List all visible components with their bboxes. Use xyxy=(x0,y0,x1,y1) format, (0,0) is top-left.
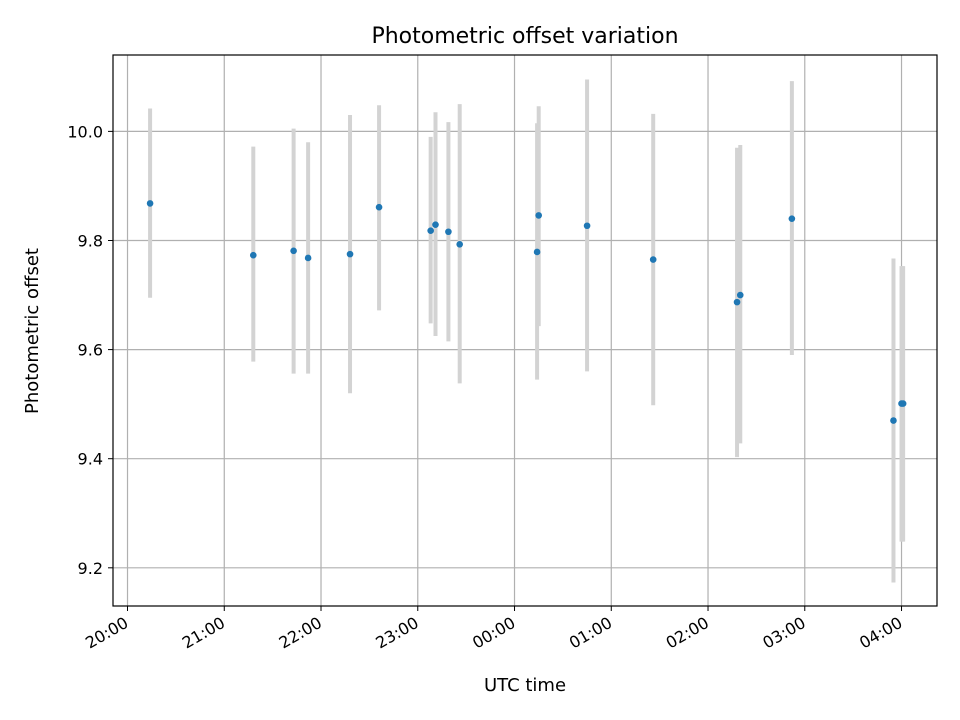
data-point xyxy=(346,250,354,258)
data-point xyxy=(535,212,543,219)
y-tick-label: 9.8 xyxy=(78,231,103,250)
data-point xyxy=(890,417,897,424)
x-axis-label: UTC time xyxy=(484,675,566,696)
plot-frame xyxy=(112,54,938,607)
data-point xyxy=(432,221,439,228)
grid-layer xyxy=(113,55,937,606)
data-point xyxy=(899,400,907,407)
data-point xyxy=(736,291,744,299)
data-point xyxy=(304,254,312,262)
data-point xyxy=(146,200,154,207)
data-point xyxy=(427,227,434,234)
y-tick-label: 9.4 xyxy=(78,450,103,469)
y-tick-label: 9.6 xyxy=(78,341,103,360)
data-point xyxy=(583,222,591,230)
data-point xyxy=(533,248,541,256)
data-point xyxy=(649,256,657,263)
data-point xyxy=(290,247,297,255)
y-tick-label: 9.2 xyxy=(78,559,103,578)
data-point xyxy=(445,228,452,236)
chart-title: Photometric offset variation xyxy=(371,24,678,49)
data-point xyxy=(249,251,257,259)
point-layer xyxy=(146,200,907,424)
data-point xyxy=(375,203,383,211)
y-axis-label: Photometric offset xyxy=(22,248,43,414)
data-point xyxy=(733,298,741,306)
data-point xyxy=(788,215,796,222)
data-point xyxy=(456,241,463,248)
y-tick-label: 10.0 xyxy=(67,122,103,141)
